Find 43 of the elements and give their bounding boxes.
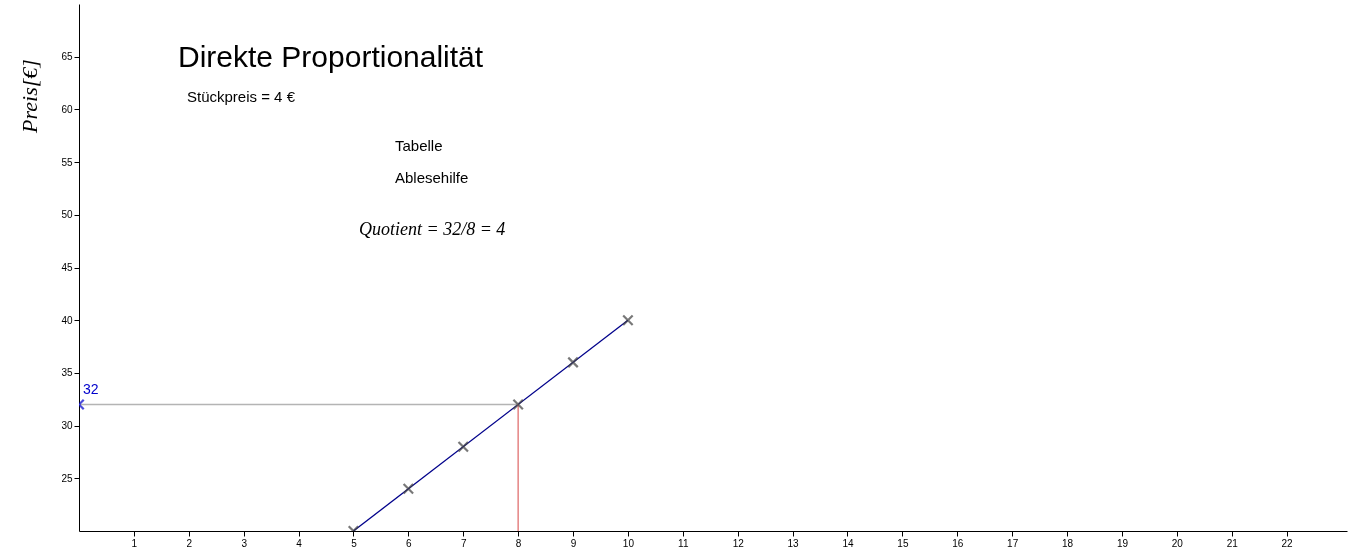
x-tick-label: 8 [515, 537, 522, 549]
y-tick-label: 65 [61, 51, 73, 63]
text: Direkte Proportionalität [178, 40, 484, 73]
x-tick-label: 13 [787, 537, 800, 549]
x-tick-label: 18 [1061, 537, 1074, 549]
x-tick-label: 14 [842, 537, 854, 549]
x-tick-label: 9 [570, 537, 577, 549]
x-tick-label: 7 [460, 537, 467, 549]
point [622, 314, 634, 327]
y-axis-title: Preis[€] [17, 59, 42, 134]
y-tick-label: 55 [61, 156, 73, 168]
x-tick-label: 2 [186, 537, 193, 549]
x-tick-label: 20 [1171, 537, 1184, 549]
y-tick-label: 60 [61, 103, 73, 115]
point [567, 356, 579, 369]
x-tick-label: 5 [351, 537, 358, 549]
annotation: Tabelle [395, 137, 443, 154]
x-tick-label: 6 [406, 537, 413, 549]
x-tick-label: 21 [1226, 537, 1239, 549]
y-tick-label: 25 [61, 472, 73, 484]
y-tick-label: 35 [61, 367, 73, 379]
x-tick-label: 1 [131, 537, 138, 549]
x-tick-label: 22 [1281, 537, 1294, 549]
point [512, 398, 524, 411]
annotation: Stückpreis = 4 € [187, 88, 296, 105]
x-tick-label: 3 [241, 537, 248, 549]
y-tick-label: 40 [61, 314, 73, 326]
y-tick-label: 30 [61, 420, 73, 432]
x-tick-label: 15 [897, 537, 909, 549]
x-tick-label: 4 [296, 537, 303, 549]
point [457, 440, 470, 453]
y-tick-label: 50 [61, 209, 73, 221]
point [402, 483, 415, 495]
x-tick-label: 17 [1007, 537, 1019, 549]
annotation: 32 [83, 380, 99, 397]
annotation: Quotient = 32/8 = 4 [359, 219, 506, 239]
x-tick-label: 19 [1116, 537, 1129, 549]
x-tick-label: 16 [952, 537, 964, 549]
annotation: Ablesehilfe [395, 169, 469, 186]
x-tick-label: 12 [732, 537, 745, 549]
x-tick-label: 10 [622, 537, 635, 549]
y-tick-label: 45 [61, 262, 73, 273]
x-tick-label: 11 [678, 537, 689, 549]
